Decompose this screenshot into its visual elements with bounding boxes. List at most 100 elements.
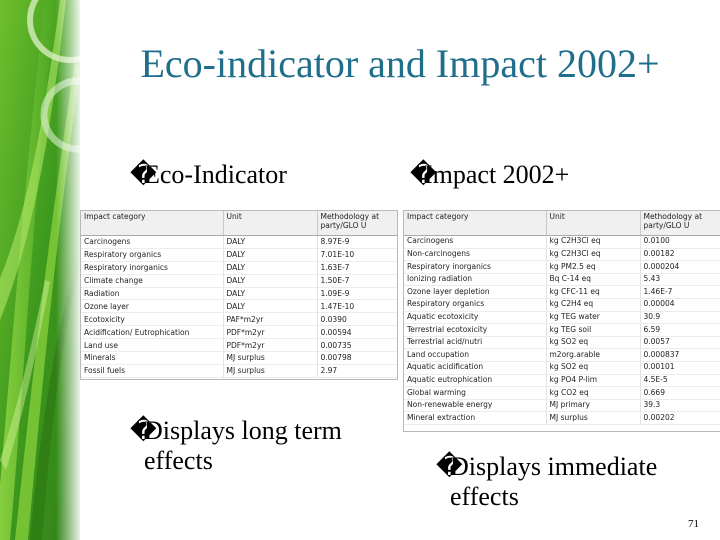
cell-unit: kg SO2 eq: [546, 336, 641, 350]
immediate-note-line2: effects: [450, 482, 519, 511]
cell-category: Non-renewable energy: [404, 399, 547, 413]
cell-category: Land use: [81, 338, 224, 353]
cell-category: Carcinogens: [404, 235, 547, 249]
cell-value: 0.0057: [640, 336, 720, 350]
table-row[interactable]: Aquatic acidification kg SO2 eq 0.00101: [404, 361, 720, 375]
page-number: 71: [688, 518, 699, 530]
bullet-glyph: �: [436, 452, 463, 481]
cell-value: 0.00202: [640, 411, 720, 425]
cell-category: Climate change: [81, 274, 224, 288]
cell-value: 0.00182: [640, 248, 720, 262]
cell-value: 1.63E-7: [317, 261, 397, 275]
bullet-immediate-effects: �Displays immediate effects: [436, 452, 657, 512]
bullet-glyph: �: [410, 160, 437, 189]
cell-value: 39.3: [640, 399, 720, 413]
cell-unit: kg C2H3Cl eq: [546, 235, 641, 249]
cell-category: Minerals: [81, 351, 224, 365]
slide-title: Eco-indicator and Impact 2002+: [140, 41, 660, 86]
cell-unit: kg CFC-11 eq: [546, 285, 641, 299]
table-row[interactable]: Ozone layer depletion kg CFC-11 eq 1.46E-7: [404, 285, 720, 299]
cell-value: 0.00594: [317, 325, 397, 340]
cell-category: Respiratory organics: [404, 298, 547, 312]
cell-unit: m2org.arable: [546, 348, 641, 362]
cell-value: 1.09E-9: [317, 287, 397, 301]
table-row[interactable]: Respiratory inorganics DALY 1.63E-7: [81, 261, 397, 275]
cell-value: 7.01E-10: [317, 248, 397, 262]
table-row[interactable]: Fossil fuels MJ surplus 2.97: [81, 364, 397, 378]
cell-value: 0.0100: [640, 235, 720, 249]
cell-category: Radiation: [81, 287, 224, 301]
cell-unit: MJ surplus: [223, 364, 318, 378]
table-row[interactable]: Respiratory inorganics kg PM2.5 eq 0.00020…: [404, 260, 720, 274]
table-row[interactable]: Non-carcinogens kg C2H3Cl eq 0.00182: [404, 248, 720, 262]
cell-value: 8.97E-9: [317, 235, 397, 249]
table-row[interactable]: Aquatic ecotoxicity kg TEG water 30.9: [404, 311, 720, 325]
table-row[interactable]: Respiratory organics kg C2H4 eq 0.00004: [404, 298, 720, 312]
cell-value: 6.59: [640, 323, 720, 337]
cell-category: Carcinogens: [81, 235, 224, 249]
table-row[interactable]: Radiation DALY 1.09E-9: [81, 287, 397, 301]
table-row[interactable]: Climate change DALY 1.50E-7: [81, 274, 397, 288]
cell-value: 0.00004: [640, 298, 720, 312]
table-row[interactable]: Mineral extraction MJ surplus 0.00202: [404, 411, 720, 425]
cell-category: Land occupation: [404, 348, 547, 362]
bullet-glyph: �: [130, 160, 157, 189]
cell-category: Ecotoxicity: [81, 312, 224, 327]
column-header-unit[interactable]: Unit: [546, 211, 641, 236]
table-row[interactable]: Aquatic eutrophication kg PO4 P-lim 4.5E-5: [404, 374, 720, 388]
table-row[interactable]: Terrestrial acid/nutri kg SO2 eq 0.0057: [404, 336, 720, 350]
cell-category: Ozone layer: [81, 299, 224, 314]
immediate-note-line1: Displays immediate: [450, 452, 658, 481]
table-row[interactable]: Non-renewable energy MJ primary 39.3: [404, 399, 720, 413]
cell-value: 1.50E-7: [317, 274, 397, 288]
cell-unit: DALY: [223, 248, 318, 262]
cell-unit: kg PM2.5 eq: [546, 260, 641, 274]
cell-category: Global warming: [404, 386, 547, 400]
cell-value: 2.97: [317, 364, 397, 378]
cell-category: Non-carcinogens: [404, 248, 547, 262]
cell-unit: MJ surplus: [223, 351, 318, 365]
cell-value: 0.000837: [640, 348, 720, 362]
cell-category: Aquatic ecotoxicity: [404, 311, 547, 325]
bullet-long-term-effects: �Displays long term effects: [130, 416, 342, 476]
cell-category: Fossil fuels: [81, 364, 224, 378]
column-header-methodology[interactable]: Methodology at party/GLO U: [640, 211, 720, 236]
bullet-eco-indicator: �Eco-Indicator: [130, 160, 287, 190]
cell-category: Terrestrial acid/nutri: [404, 336, 547, 350]
table-row[interactable]: Ozone layer DALY 1.47E-10: [81, 299, 397, 314]
table-row[interactable]: Land occupation m2org.arable 0.000837: [404, 348, 720, 362]
table-row[interactable]: Ecotoxicity PAF*m2yr 0.0390: [81, 312, 397, 327]
table-row[interactable]: Terrestrial ecotoxicity kg TEG soil 6.59: [404, 323, 720, 337]
cell-value: 0.00798: [317, 351, 397, 365]
table-row[interactable]: Carcinogens DALY 8.97E-9: [81, 235, 397, 249]
cell-unit: PAF*m2yr: [223, 312, 318, 327]
column-header-impact-category[interactable]: Impact category: [404, 211, 547, 236]
cell-value: 4.5E-5: [640, 374, 720, 388]
table-row[interactable]: Land use PDF*m2yr 0.00735: [81, 338, 397, 353]
cell-value: 0.00101: [640, 361, 720, 375]
table-row[interactable]: Global warming kg CO2 eq 0.669: [404, 386, 720, 400]
column-header-methodology[interactable]: Methodology at party/GLO U: [317, 211, 397, 236]
cell-unit: kg CO2 eq: [546, 386, 641, 400]
cell-category: Mineral extraction: [404, 411, 547, 425]
column-header-impact-category[interactable]: Impact category: [81, 211, 224, 236]
table-row[interactable]: Minerals MJ surplus 0.00798: [81, 351, 397, 365]
cell-unit: MJ primary: [546, 399, 641, 413]
grass-leaves-graphic: [0, 0, 80, 540]
column-header-unit[interactable]: Unit: [223, 211, 318, 236]
cell-value: 30.9: [640, 311, 720, 325]
long-term-note-line1: Displays long term: [144, 416, 342, 445]
cell-category: Respiratory organics: [81, 248, 224, 262]
eco-indicator-results-table: Impact category Unit Methodology at part…: [80, 210, 398, 380]
cell-category: Respiratory inorganics: [81, 261, 224, 275]
table-row[interactable]: Carcinogens kg C2H3Cl eq 0.0100: [404, 235, 720, 249]
bullet-impact-2002: �Impact 2002+: [410, 160, 569, 190]
cell-unit: kg SO2 eq: [546, 361, 641, 375]
cell-unit: PDF*m2yr: [223, 325, 318, 340]
grass-background-image: [0, 0, 80, 540]
table-row[interactable]: Ionizing radiation Bq C-14 eq 5.43: [404, 273, 720, 287]
cell-unit: DALY: [223, 261, 318, 275]
cell-unit: kg C2H3Cl eq: [546, 248, 641, 262]
table-row[interactable]: Respiratory organics DALY 7.01E-10: [81, 248, 397, 262]
table-row[interactable]: Acidification/ Eutrophication PDF*m2yr 0.0…: [81, 325, 397, 340]
